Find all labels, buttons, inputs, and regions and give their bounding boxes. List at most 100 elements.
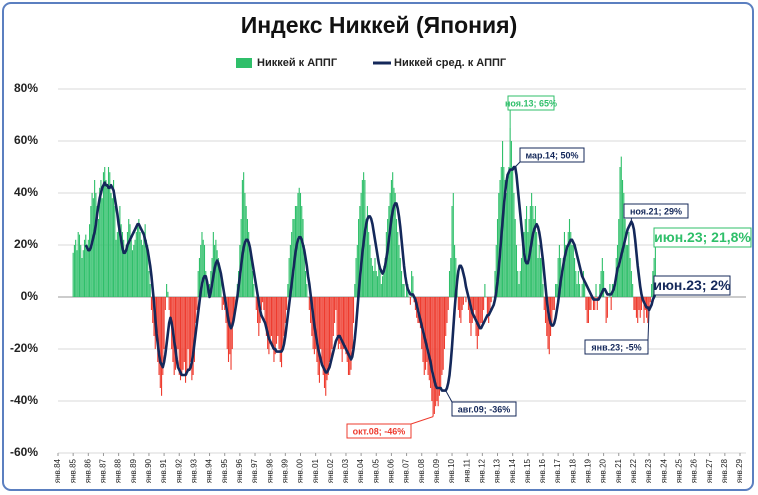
- y-tick-label: 20%: [14, 237, 38, 251]
- legend-label: Никкей к АППГ: [257, 57, 338, 69]
- x-tick-label: янв.03: [341, 458, 350, 483]
- annotation-box: [623, 203, 689, 219]
- bar: [469, 297, 471, 323]
- bar: [346, 297, 348, 362]
- x-tick-label: янв.97: [250, 458, 259, 483]
- annotation-box: [653, 227, 752, 248]
- bar: [448, 271, 451, 297]
- bar: [426, 297, 428, 362]
- bar: [94, 180, 96, 297]
- bar: [649, 297, 651, 303]
- bar: [436, 297, 438, 401]
- bar: [603, 271, 605, 297]
- bar: [334, 297, 336, 323]
- bar: [126, 232, 129, 297]
- bar: [183, 297, 185, 362]
- bar: [336, 297, 338, 336]
- bar: [542, 284, 544, 297]
- bar: [360, 193, 362, 297]
- bar: [509, 128, 511, 297]
- bar: [532, 206, 534, 297]
- annotation-box: [653, 275, 731, 296]
- bar: [536, 232, 538, 297]
- bar: [125, 245, 127, 297]
- bar: [605, 297, 607, 323]
- bar: [230, 297, 232, 370]
- x-tick-label: янв.85: [68, 458, 77, 483]
- bar: [496, 219, 499, 297]
- bar: [150, 297, 153, 310]
- bar: [323, 297, 326, 388]
- bar: [546, 297, 548, 336]
- x-tick-label: янв.95: [220, 458, 229, 483]
- bar: [634, 297, 636, 310]
- bar: [251, 271, 254, 297]
- bar: [95, 193, 97, 297]
- bar: [599, 284, 601, 297]
- bar: [394, 193, 396, 297]
- bar: [400, 271, 403, 297]
- annotation-label: авг.09; -36%: [458, 404, 510, 414]
- bar: [519, 271, 521, 297]
- bar: [361, 180, 363, 297]
- bar: [152, 297, 154, 323]
- bar: [128, 219, 130, 297]
- bar: [515, 245, 518, 297]
- bar: [75, 239, 77, 297]
- bar: [328, 297, 331, 362]
- y-tick-label: 0%: [21, 289, 39, 303]
- bar: [316, 297, 318, 362]
- bar: [119, 206, 121, 297]
- bar: [412, 276, 414, 297]
- bar: [217, 258, 219, 297]
- bar: [435, 297, 437, 407]
- bar: [148, 271, 150, 297]
- bar: [548, 297, 550, 355]
- bar: [327, 297, 329, 375]
- bar: [99, 187, 101, 297]
- bar: [648, 297, 650, 310]
- bar: [637, 297, 639, 323]
- bar: [619, 167, 621, 297]
- bar: [226, 297, 228, 349]
- bar: [483, 297, 485, 310]
- bar: [460, 297, 462, 323]
- bar: [399, 258, 401, 297]
- x-tick-label: янв.84: [53, 458, 62, 483]
- bar: [472, 297, 475, 318]
- bar: [100, 180, 102, 297]
- bar: [576, 284, 578, 297]
- x-tick-label: янв.10: [447, 458, 456, 483]
- x-tick-label: янв.87: [99, 458, 108, 483]
- bar: [484, 284, 486, 297]
- annotation-leader: [445, 390, 453, 403]
- bar: [322, 297, 324, 375]
- line: [84, 165, 657, 392]
- bar: [514, 219, 516, 297]
- bar: [200, 245, 202, 297]
- bar: [358, 219, 360, 297]
- bar: [452, 193, 454, 297]
- x-tick-label: янв.27: [705, 458, 714, 483]
- x-tick-label: янв.11: [462, 458, 471, 482]
- bar: [301, 206, 303, 297]
- bar: [586, 297, 588, 323]
- bar: [354, 284, 356, 297]
- x-tick-label: янв.29: [735, 458, 744, 483]
- bar: [326, 297, 328, 381]
- bar: [264, 297, 266, 323]
- bar: [279, 297, 281, 362]
- bar: [534, 206, 536, 297]
- bar: [163, 297, 165, 349]
- x-tick-label: янв.09: [432, 458, 441, 483]
- bar: [551, 297, 553, 323]
- bar: [335, 297, 337, 310]
- bar: [640, 297, 643, 310]
- x-tick-label: янв.89: [129, 458, 138, 483]
- bar: [97, 219, 99, 297]
- bar: [169, 297, 171, 323]
- bar: [114, 206, 116, 297]
- bar: [480, 297, 482, 323]
- bar: [196, 297, 198, 310]
